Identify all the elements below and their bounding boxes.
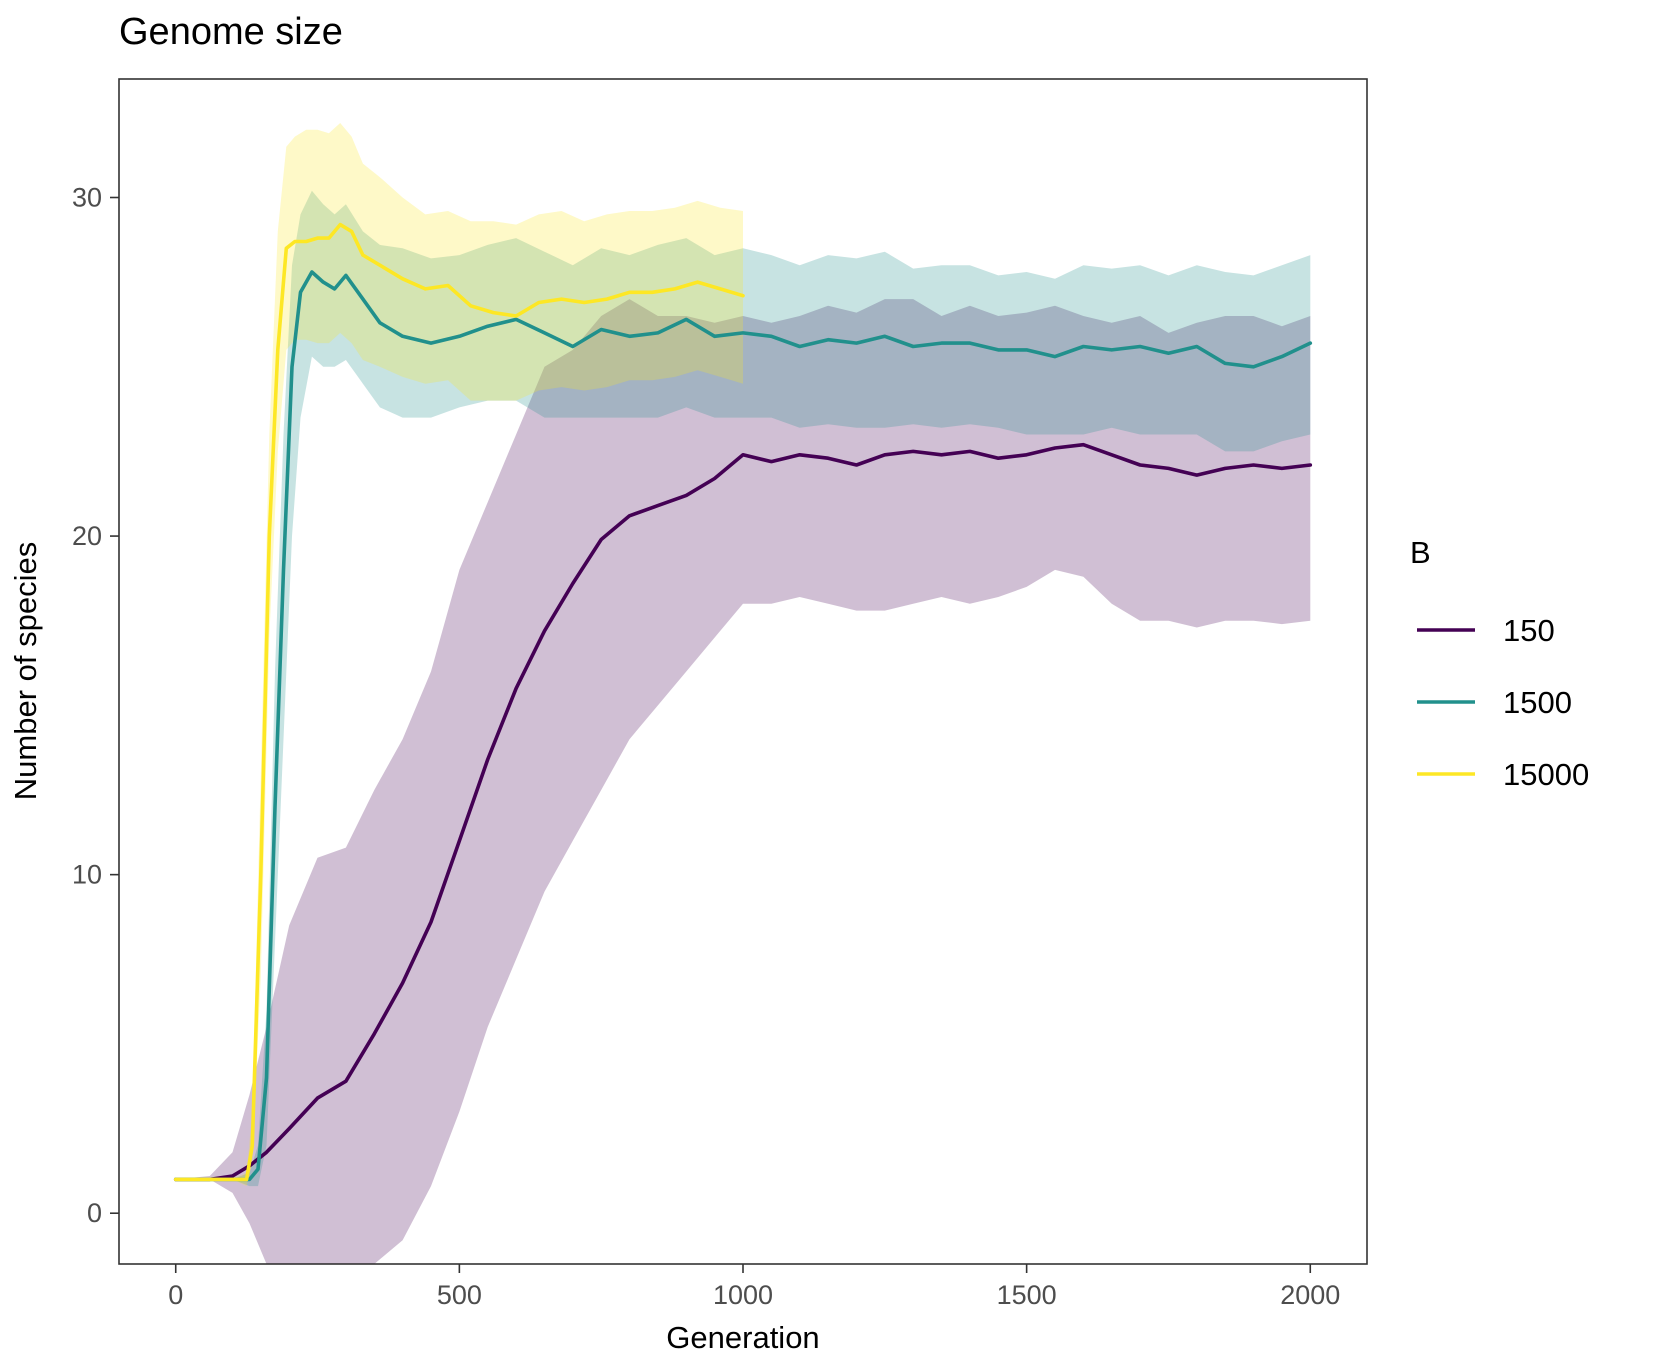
y-axis: 0 10 20 30	[72, 183, 119, 1228]
y-tick-label-0: 0	[87, 1198, 102, 1228]
line-series-150	[173, 442, 1313, 1182]
x-tick-label-2000: 2000	[1280, 1280, 1340, 1310]
series-lines	[173, 222, 1313, 1182]
line-series-1500	[173, 270, 1313, 1182]
band-series-1500	[175, 190, 1311, 1187]
x-axis-title: Generation	[666, 1320, 819, 1355]
band-series-150	[175, 299, 1311, 1265]
y-tick-label-30: 30	[72, 183, 102, 213]
line-series-15000	[173, 222, 745, 1182]
y-axis-title: Number of species	[8, 542, 43, 800]
legend-label-150: 150	[1503, 613, 1555, 648]
x-axis: 0 500 1000 1500 2000	[168, 1264, 1340, 1310]
legend-title: B	[1410, 535, 1431, 570]
chart-title: Genome size	[119, 11, 343, 53]
y-tick-label-10: 10	[72, 860, 102, 890]
x-tick-label-1000: 1000	[713, 1280, 773, 1310]
legend: B 150 1500 15000	[1410, 535, 1589, 792]
legend-label-1500: 1500	[1503, 685, 1572, 720]
x-tick-label-1500: 1500	[997, 1280, 1057, 1310]
x-tick-label-500: 500	[437, 1280, 482, 1310]
x-tick-label-0: 0	[168, 1280, 183, 1310]
y-tick-label-20: 20	[72, 521, 102, 551]
legend-label-15000: 15000	[1503, 757, 1589, 792]
